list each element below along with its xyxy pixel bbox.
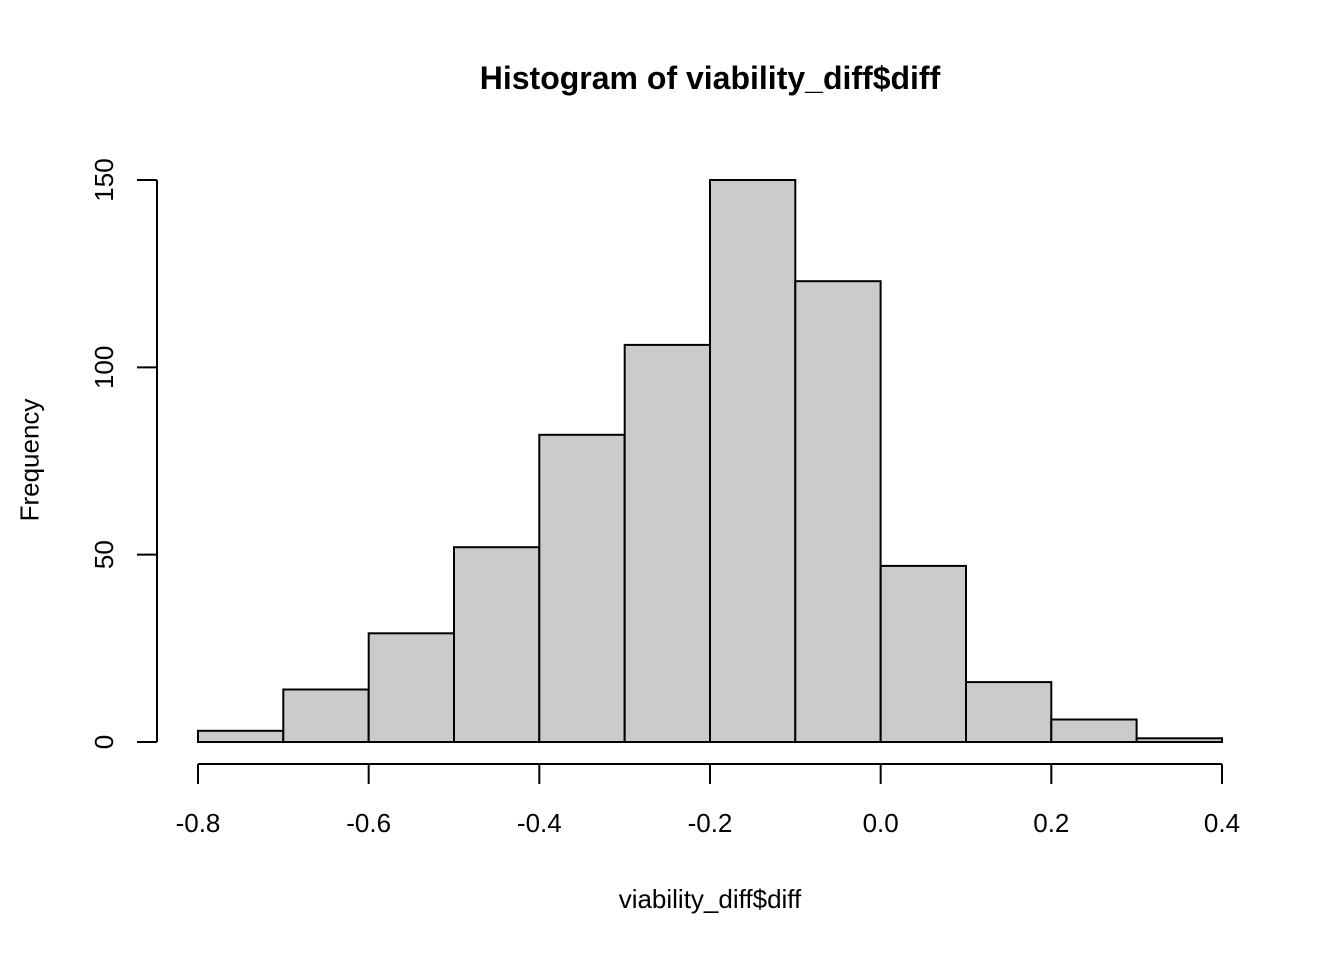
histogram-bar	[197, 729, 285, 743]
x-tick-label: -0.4	[517, 808, 562, 838]
histogram-bar	[453, 546, 541, 744]
histogram-bar	[709, 179, 797, 743]
chart-title: Histogram of viability_diff$diff	[479, 60, 941, 96]
histogram-bar	[623, 343, 712, 743]
x-tick-label: -0.6	[346, 808, 391, 838]
histogram-bar	[794, 280, 882, 743]
x-tick-label: 0.0	[863, 808, 899, 838]
y-tick-label: 150	[89, 158, 119, 201]
x-tick-label: -0.2	[688, 808, 733, 838]
x-tick-label: 0.2	[1033, 808, 1069, 838]
histogram-bar	[965, 681, 1053, 743]
histogram-bar	[1135, 737, 1223, 743]
y-tick-label: 100	[89, 346, 119, 389]
histogram-bar	[282, 688, 370, 743]
y-tick-label: 0	[89, 735, 119, 749]
y-tick-label: 50	[89, 540, 119, 569]
x-tick-label: -0.8	[176, 808, 221, 838]
histogram-bar	[538, 433, 626, 743]
histogram-bar	[1050, 718, 1138, 743]
x-axis-title: viability_diff$diff	[618, 884, 802, 914]
histogram-bar	[879, 564, 968, 744]
histogram-bar	[367, 632, 456, 743]
x-tick-label: 0.4	[1204, 808, 1240, 838]
